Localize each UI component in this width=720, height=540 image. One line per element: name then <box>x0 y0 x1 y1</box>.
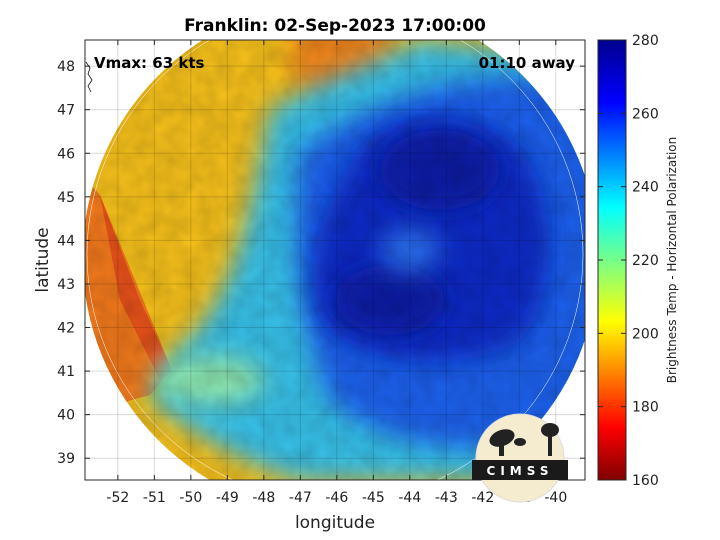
colorbar-tick-label: 160 <box>632 473 659 489</box>
y-tick-label: 39 <box>57 451 75 467</box>
colorbar-tick-label: 180 <box>632 400 659 416</box>
x-tick-label: -47 <box>289 490 312 506</box>
x-tick-label: -42 <box>471 490 494 506</box>
y-tick-label: 40 <box>57 408 75 424</box>
y-ticks: 39 40 41 42 43 44 45 46 47 48 <box>57 59 585 467</box>
colorbar-tick-label: 240 <box>632 180 659 196</box>
heatmap-swath <box>85 40 585 480</box>
x-tick-label: -52 <box>106 490 129 506</box>
y-tick-label: 46 <box>57 146 75 162</box>
colorbar-tick-label: 260 <box>632 106 659 122</box>
x-tick-label: -50 <box>179 490 202 506</box>
x-tick-label: -46 <box>325 490 348 506</box>
chart-title: Franklin: 02-Sep-2023 17:00:00 <box>184 16 486 36</box>
axes-frame <box>84 39 586 481</box>
cimss-logo: CIMSS <box>472 413 568 503</box>
y-tick-label: 44 <box>57 233 75 249</box>
colorbar-label: Brightness Temp - Horizontal Polarizatio… <box>665 137 679 384</box>
distance-annotation: 01:10 away <box>479 54 576 72</box>
logo-text: CIMSS <box>487 464 554 478</box>
y-axis-label: latitude <box>33 227 53 292</box>
grid-lines <box>85 40 585 480</box>
y-tick-label: 45 <box>57 190 75 206</box>
y-tick-label: 41 <box>57 364 75 380</box>
vmax-annotation: Vmax: 63 kts <box>94 54 204 72</box>
colorbar-ticks: 160 180 200 220 240 260 280 <box>598 33 659 489</box>
x-tick-label: -43 <box>435 490 458 506</box>
colorbar-tick-label: 280 <box>632 33 659 49</box>
x-tick-label: -44 <box>398 490 421 506</box>
y-tick-label: 47 <box>57 103 75 119</box>
coastline <box>85 61 93 93</box>
x-tick-label: -40 <box>544 490 567 506</box>
x-tick-label: -45 <box>362 490 385 506</box>
x-tick-label: -48 <box>252 490 275 506</box>
x-tick-label: -51 <box>143 490 166 506</box>
colorbar-tick-label: 220 <box>632 253 659 269</box>
y-tick-label: 43 <box>57 277 75 293</box>
x-axis-label: longitude <box>295 513 375 533</box>
colorbar-tick-label: 200 <box>632 326 659 342</box>
y-tick-label: 48 <box>57 59 75 75</box>
y-tick-label: 42 <box>57 321 75 337</box>
x-tick-label: -49 <box>216 490 239 506</box>
